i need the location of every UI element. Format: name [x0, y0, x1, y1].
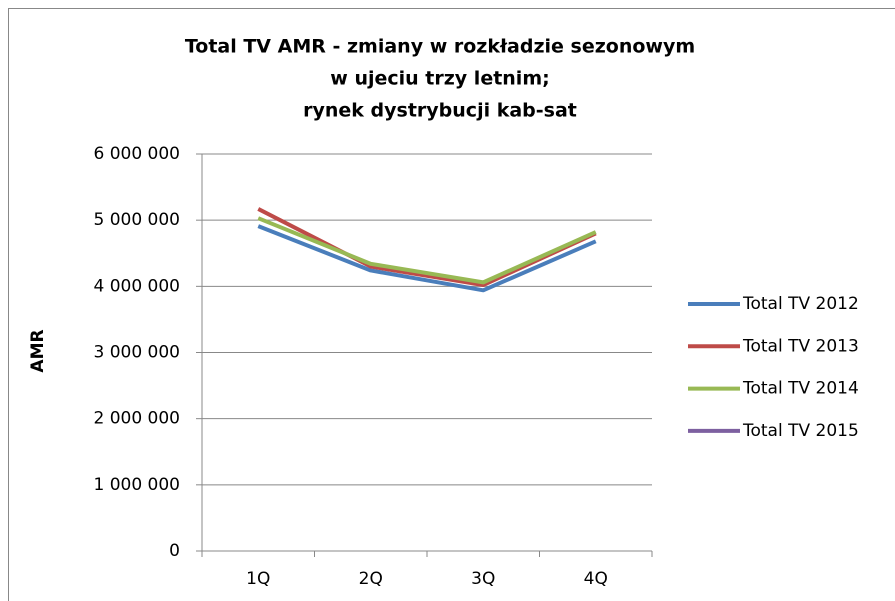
x-tick-label: 4Q: [584, 569, 608, 589]
chart-frame: [8, 8, 895, 601]
y-axis-label: AMR: [28, 329, 48, 372]
legend-label: Total TV 2013: [742, 336, 859, 356]
y-tick-label: 3 000 000: [93, 343, 180, 363]
y-tick-label: 2 000 000: [93, 409, 180, 429]
legend-label: Total TV 2015: [742, 421, 859, 441]
chart-title: Total TV AMR - zmiany w rozkładzie sezon…: [185, 36, 695, 58]
x-tick-label: 1Q: [246, 569, 270, 589]
legend-label: Total TV 2012: [742, 294, 859, 314]
legend-label: Total TV 2014: [742, 379, 859, 399]
y-tick-label: 1 000 000: [93, 475, 180, 495]
y-tick-label: 5 000 000: [93, 210, 180, 230]
series-line: [257, 216, 597, 285]
y-tick-label: 4 000 000: [93, 276, 180, 296]
y-tick-label: 0: [169, 541, 180, 561]
x-tick-label: 3Q: [471, 569, 495, 589]
y-tick-label: 6 000 000: [93, 144, 180, 164]
chart-title: rynek dystrybucji kab-sat: [303, 100, 577, 122]
chart-title: w ujeciu trzy letnim;: [330, 68, 549, 90]
x-tick-label: 2Q: [359, 569, 383, 589]
series-line: [257, 224, 597, 293]
